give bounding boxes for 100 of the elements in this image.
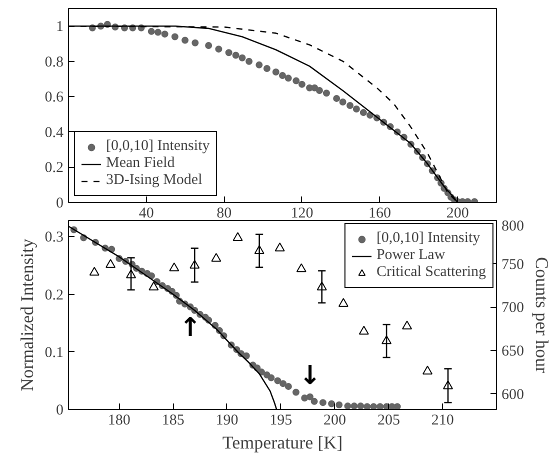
- y2-tick-label: 800: [502, 218, 524, 234]
- y-tick-label: 0.4: [44, 124, 64, 141]
- point: [370, 403, 378, 410]
- x-tick-label: 120: [290, 206, 314, 222]
- point: [161, 30, 168, 38]
- legend-label: [0,0,10] Intensity: [376, 230, 480, 247]
- legend-label: Mean Field: [106, 155, 175, 172]
- y-tick-label: 0.2: [44, 287, 64, 304]
- x-tick-label: 210: [431, 412, 454, 428]
- point: [126, 269, 136, 278]
- y2-tick-label: 600: [502, 386, 524, 403]
- point: [402, 320, 412, 330]
- point: [333, 94, 340, 102]
- y-tick-label: 1: [56, 19, 64, 36]
- x-tick-label: 185: [162, 412, 184, 428]
- point: [338, 298, 348, 307]
- point: [272, 68, 280, 76]
- y2-tick-label: 700: [502, 300, 524, 316]
- point: [352, 106, 360, 113]
- legend-label: Critical Scattering: [376, 264, 486, 281]
- point: [246, 58, 253, 65]
- point: [311, 84, 318, 92]
- point: [254, 245, 264, 254]
- x-axis-title: Temperature [K]: [222, 432, 343, 452]
- point: [274, 242, 285, 252]
- point: [215, 46, 222, 53]
- point: [316, 282, 327, 290]
- y2-axis-title: Counts per hour: [532, 257, 552, 374]
- point: [364, 403, 371, 410]
- x-tick-label: 180: [108, 412, 130, 428]
- point: [346, 102, 354, 109]
- y2-tick-label: 750: [502, 256, 524, 273]
- annotation: ↑: [179, 312, 202, 343]
- legend-label: Power Law: [376, 247, 446, 264]
- point: [357, 402, 364, 410]
- point: [154, 28, 162, 36]
- x-tick-label: 190: [216, 412, 238, 428]
- point: [394, 403, 401, 410]
- point: [284, 382, 292, 390]
- point: [328, 400, 336, 408]
- point: [422, 366, 433, 374]
- annotation: ↓: [299, 360, 321, 391]
- x-tick-label: 205: [377, 412, 400, 428]
- y-tick-label: 0.1: [44, 344, 64, 361]
- point: [298, 80, 306, 88]
- point: [148, 28, 155, 35]
- x-tick-label: 200: [324, 412, 346, 428]
- point: [280, 380, 287, 388]
- point: [225, 49, 232, 56]
- y-tick-label: 0.3: [44, 230, 64, 246]
- point: [336, 401, 343, 408]
- point: [339, 98, 346, 106]
- point: [350, 402, 358, 410]
- point: [344, 402, 352, 410]
- y-tick-label: 0.6: [44, 90, 64, 106]
- point: [442, 380, 453, 390]
- point: [279, 72, 286, 80]
- point: [358, 326, 369, 335]
- point: [306, 393, 314, 400]
- point: [190, 260, 200, 269]
- y2-tick-label: 650: [502, 344, 524, 360]
- y-tick-label: 0: [56, 196, 64, 212]
- point: [274, 377, 282, 384]
- point: [211, 252, 222, 262]
- point: [89, 266, 100, 276]
- point: [296, 263, 306, 272]
- point: [292, 388, 300, 396]
- x-tick-label: 160: [368, 206, 392, 222]
- y-axis-title: Normalized Intensity: [16, 238, 37, 392]
- point: [232, 52, 240, 59]
- point: [322, 90, 330, 97]
- point: [263, 64, 270, 72]
- point: [268, 374, 275, 382]
- x-tick-label: 40: [138, 206, 154, 222]
- point: [192, 39, 199, 46]
- point: [360, 109, 367, 116]
- point: [319, 399, 326, 406]
- point: [205, 42, 212, 50]
- point: [242, 352, 250, 360]
- x-tick-label: 200: [446, 206, 469, 222]
- point: [238, 54, 246, 62]
- y-tick-label: 0.8: [44, 54, 64, 70]
- legend-label: [0,0,10] Intensity: [106, 138, 210, 155]
- legend-label: 3D-Ising Model: [106, 172, 202, 189]
- x-tick-label: 80: [216, 206, 232, 222]
- point: [376, 403, 384, 410]
- point: [310, 398, 318, 405]
- point: [284, 74, 292, 82]
- point: [182, 36, 189, 44]
- point: [292, 77, 300, 84]
- x-tick-label: 195: [270, 412, 292, 428]
- point: [232, 232, 243, 241]
- point: [148, 282, 159, 290]
- point: [171, 33, 178, 40]
- point: [316, 87, 323, 94]
- point: [169, 262, 180, 272]
- point: [301, 394, 308, 402]
- y-tick-label: 0.2: [44, 160, 64, 176]
- point: [382, 335, 392, 344]
- point: [256, 61, 263, 68]
